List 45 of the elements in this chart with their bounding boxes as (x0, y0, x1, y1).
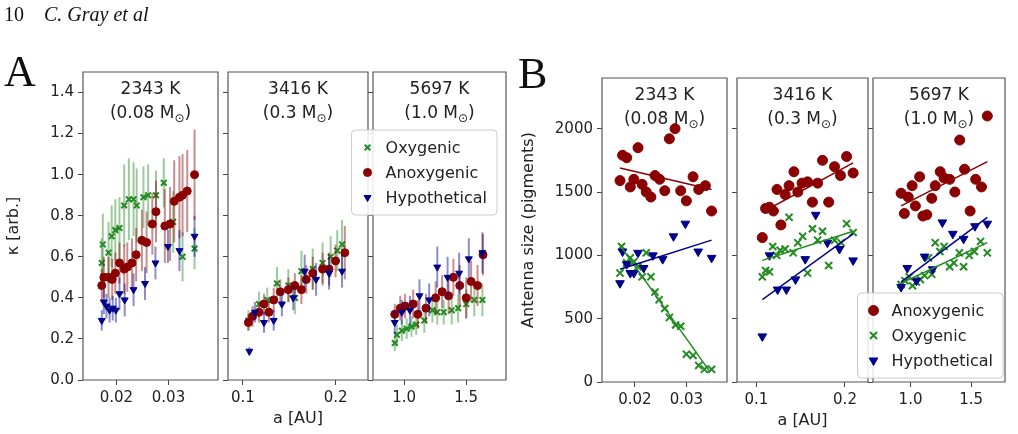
y-tick-label: 1500 (554, 181, 593, 200)
y-tick-label: 2000 (554, 118, 593, 137)
x-tick-label: 1.5 (959, 389, 984, 408)
text: 2343 K (0.08 M⊙) (623, 84, 706, 132)
x-axis-title: a [AU] (777, 409, 828, 429)
legend-label: Oxygenic (891, 325, 967, 345)
y-tick-label: 1.2 (50, 123, 74, 142)
x-tick-label: 0.02 (618, 389, 652, 408)
y-tick-label: 0.6 (50, 246, 74, 265)
legend-label: Hypothetical (891, 350, 993, 370)
y-tick-label: 0.8 (50, 205, 74, 224)
legend-label: Anoxygenic (385, 162, 479, 182)
x-tick-label: 0.1 (230, 387, 255, 406)
y-axis-title: κ [arb.] (2, 196, 22, 256)
y-tick-label: 0.0 (50, 369, 74, 388)
y-tick-label: 0.2 (50, 328, 74, 347)
y-axis-title: Antenna size (pigments) (517, 132, 537, 328)
x-tick-label: 0.02 (99, 387, 134, 406)
text: B (518, 49, 548, 98)
legend-label: Anoxygenic (891, 300, 985, 320)
x-tick-label: 0.03 (151, 387, 186, 406)
x-axis-title: a [AU] (272, 407, 324, 427)
text: 5697 K (1.0 M⊙) (404, 78, 475, 126)
x-tick-label: 0.2 (323, 387, 348, 406)
y-tick-label: 1000 (554, 245, 593, 264)
x-tick-label: 1.5 (454, 387, 479, 406)
legend-label: Oxygenic (385, 137, 461, 157)
text: 10 (4, 3, 24, 25)
text: 3416 K (0.3 M⊙) (767, 84, 838, 132)
legend-label: Hypothetical (385, 187, 487, 207)
text: A (4, 47, 36, 96)
text: 3416 K (0.3 M⊙) (262, 78, 334, 126)
text: 2343 K (0.08 M⊙) (109, 78, 192, 126)
y-tick-label: 1.4 (50, 82, 74, 101)
y-tick-label: 1.0 (50, 164, 74, 183)
y-tick-label: 0 (583, 371, 593, 390)
x-tick-label: 0.03 (669, 389, 704, 408)
x-tick-label: 1.0 (392, 387, 416, 406)
text: 5697 K (1.0 M⊙) (903, 84, 975, 132)
y-tick-label: 0.4 (50, 287, 74, 306)
text: C. Gray et al (44, 3, 149, 25)
x-tick-label: 0.1 (744, 389, 769, 408)
y-tick-label: 500 (564, 308, 593, 327)
x-tick-label: 1.0 (898, 389, 923, 408)
x-tick-label: 0.2 (833, 389, 857, 408)
